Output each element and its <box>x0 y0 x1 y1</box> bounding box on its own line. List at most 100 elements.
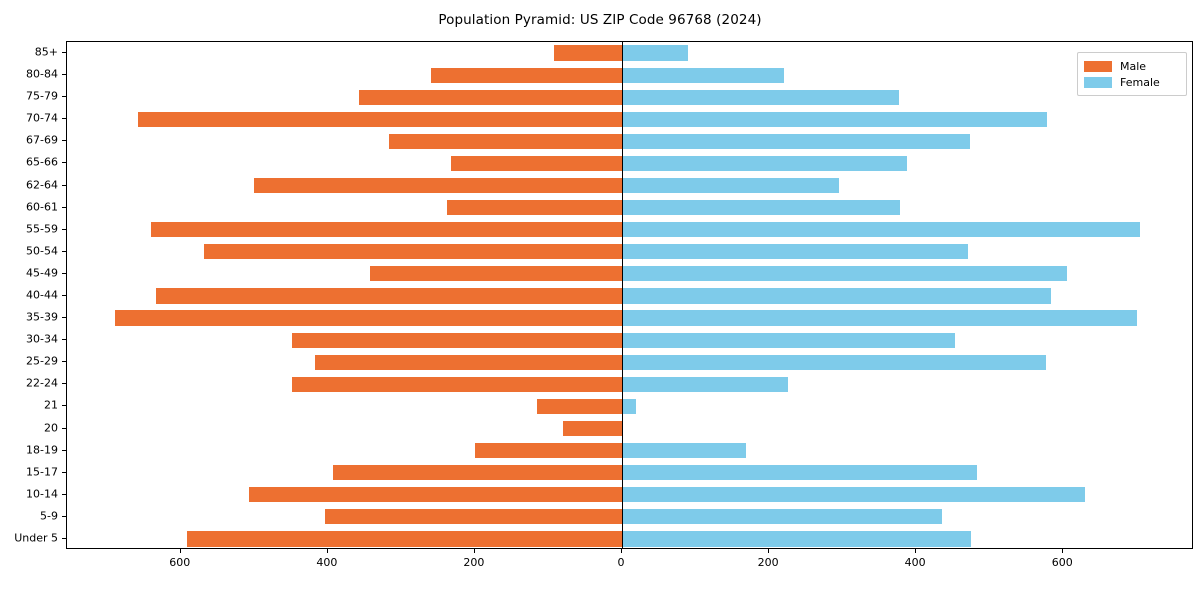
pyramid-row <box>67 506 1192 528</box>
bar-male-85- <box>554 45 622 61</box>
bar-male-under-5 <box>186 531 622 547</box>
pyramid-row <box>67 484 1192 506</box>
pyramid-row <box>67 285 1192 307</box>
y-tick-mark <box>62 515 66 517</box>
y-tick-label-80-84: 80-84 <box>26 67 58 81</box>
bar-male-5-9 <box>324 509 622 525</box>
pyramid-row <box>67 373 1192 395</box>
x-tick-mark <box>621 549 622 553</box>
y-tick-mark <box>62 471 66 473</box>
bar-female-15-17 <box>622 465 978 481</box>
legend-label: Male <box>1120 59 1147 73</box>
bar-female-45-49 <box>622 266 1067 282</box>
chart-legend: Male Female <box>1077 52 1187 96</box>
bar-female-75-79 <box>622 89 900 105</box>
bar-female-65-66 <box>622 155 908 172</box>
y-tick-label-35-39: 35-39 <box>26 310 58 324</box>
y-tick-label-75-79: 75-79 <box>26 89 58 103</box>
y-tick-mark <box>62 339 66 341</box>
pyramid-row <box>67 197 1192 219</box>
pyramid-row <box>67 175 1192 197</box>
x-tick-mark <box>768 549 770 553</box>
legend-item-female: Female <box>1084 74 1180 90</box>
x-tick-mark <box>1062 549 1064 553</box>
bar-male-55-59 <box>150 222 622 238</box>
y-tick-label-50-54: 50-54 <box>26 244 58 258</box>
bar-male-62-64 <box>254 177 622 194</box>
bar-female-85- <box>622 45 689 61</box>
y-tick-label-70-74: 70-74 <box>26 111 58 125</box>
bar-female-25-29 <box>622 354 1047 370</box>
y-tick-mark <box>62 317 66 319</box>
y-tick-label-under-5: Under 5 <box>14 531 58 545</box>
bar-male-75-79 <box>358 89 622 105</box>
bar-female-67-69 <box>622 133 970 149</box>
y-tick-mark <box>62 74 66 76</box>
pyramid-row <box>67 152 1192 174</box>
bar-male-80-84 <box>430 67 622 83</box>
bar-male-10-14 <box>249 487 622 503</box>
x-tick-label-1: 400 <box>316 556 338 569</box>
legend-swatch-male-icon <box>1084 60 1112 72</box>
bar-female-30-34 <box>622 332 956 348</box>
y-tick-mark <box>62 295 66 296</box>
y-tick-mark <box>62 272 66 274</box>
bar-male-22-24 <box>291 376 622 392</box>
chart-title: Population Pyramid: US ZIP Code 96768 (2… <box>438 12 762 28</box>
bar-female-62-64 <box>622 177 839 194</box>
y-tick-label-62-64: 62-64 <box>26 178 58 192</box>
bar-male-60-61 <box>446 200 622 216</box>
legend-item-male: Male <box>1084 58 1180 74</box>
bar-male-65-66 <box>450 155 622 172</box>
bar-female-under-5 <box>622 531 972 547</box>
y-tick-label-65-66: 65-66 <box>26 155 58 169</box>
y-tick-mark <box>62 427 66 429</box>
y-tick-mark <box>62 206 66 208</box>
bar-female-22-24 <box>622 376 789 392</box>
pyramid-row <box>67 462 1192 484</box>
x-tick-label-4: 200 <box>757 556 779 569</box>
bar-female-40-44 <box>622 288 1052 304</box>
pyramid-row <box>67 440 1192 462</box>
bar-male-21 <box>536 398 622 415</box>
bar-male-25-29 <box>314 354 622 370</box>
bar-male-40-44 <box>156 288 622 304</box>
pyramid-row <box>67 130 1192 152</box>
x-tick-mark <box>326 549 328 553</box>
legend-swatch-female-icon <box>1084 76 1112 88</box>
y-tick-mark <box>62 184 66 186</box>
legend-label: Female <box>1120 75 1160 89</box>
plot-area <box>66 41 1193 549</box>
bar-female-55-59 <box>622 222 1141 238</box>
y-tick-label-67-69: 67-69 <box>26 133 58 147</box>
bar-female-5-9 <box>622 509 942 525</box>
x-tick-label-6: 600 <box>1051 556 1073 569</box>
x-tick-label-2: 200 <box>463 556 485 569</box>
pyramid-row <box>67 263 1192 285</box>
x-tick-mark <box>915 549 917 553</box>
y-tick-label-21: 21 <box>44 398 58 412</box>
bar-male-35-39 <box>115 310 622 326</box>
bar-male-70-74 <box>138 111 622 127</box>
y-tick-label-18-19: 18-19 <box>26 443 58 457</box>
bar-male-20 <box>563 420 622 437</box>
y-tick-mark <box>62 118 66 120</box>
pyramid-row <box>67 64 1192 86</box>
y-tick-mark <box>62 96 66 98</box>
bar-female-70-74 <box>622 111 1048 127</box>
y-tick-mark <box>62 537 66 539</box>
x-tick-label-0: 600 <box>169 556 191 569</box>
pyramid-row <box>67 241 1192 263</box>
x-tick-mark <box>179 549 181 553</box>
y-tick-label-22-24: 22-24 <box>26 376 58 390</box>
pyramid-row <box>67 307 1192 329</box>
y-tick-label-30-34: 30-34 <box>26 332 58 346</box>
bar-male-50-54 <box>203 244 622 260</box>
bar-female-35-39 <box>622 310 1137 326</box>
y-tick-mark <box>62 383 66 385</box>
y-tick-mark <box>62 405 66 407</box>
y-tick-mark <box>62 493 66 495</box>
bar-female-21 <box>622 398 636 415</box>
y-tick-label-60-61: 60-61 <box>26 200 58 214</box>
